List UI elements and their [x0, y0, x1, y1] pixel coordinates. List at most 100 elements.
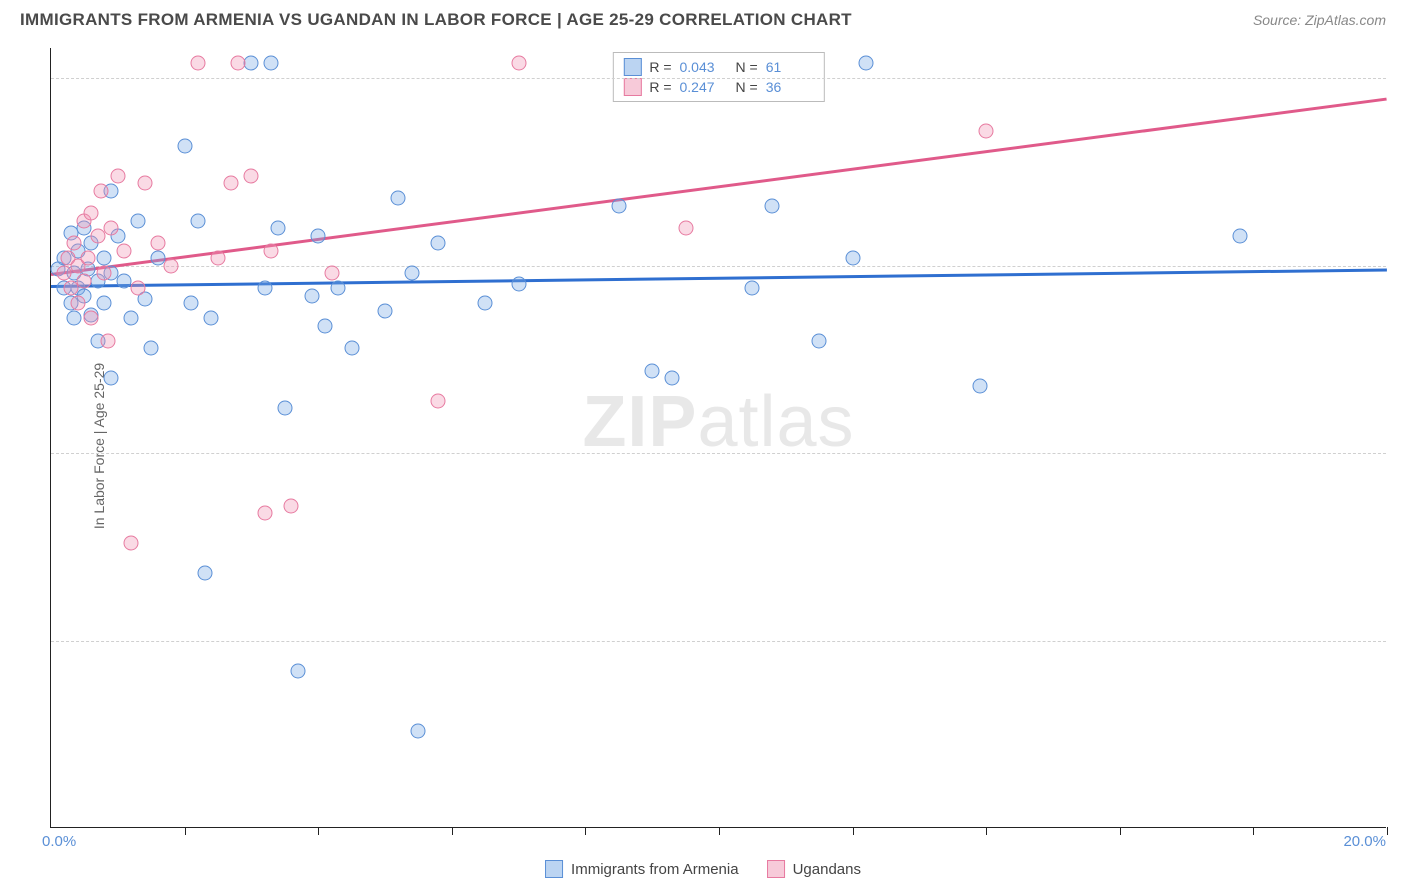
data-point [137, 176, 152, 191]
data-point [100, 333, 115, 348]
watermark: ZIPatlas [582, 381, 854, 463]
data-point [130, 281, 145, 296]
data-point [124, 311, 139, 326]
data-point [277, 401, 292, 416]
swatch-series-1 [623, 58, 641, 76]
data-point [972, 378, 987, 393]
data-point [197, 566, 212, 581]
x-tick [185, 827, 186, 835]
y-tick-label: 100.0% [1396, 70, 1406, 86]
x-tick [1387, 827, 1388, 835]
data-point [150, 236, 165, 251]
x-tick [1120, 827, 1121, 835]
data-point [104, 371, 119, 386]
data-point [177, 138, 192, 153]
stats-row-series-1: R = 0.043 N = 61 [623, 57, 813, 77]
trend-line-s1 [51, 269, 1387, 288]
data-point [678, 221, 693, 236]
data-point [231, 56, 246, 71]
gridline [51, 641, 1386, 642]
n-value-series-1: 61 [766, 59, 814, 75]
data-point [404, 266, 419, 281]
data-point [665, 371, 680, 386]
swatch-icon [545, 860, 563, 878]
series-legend: Immigrants from Armenia Ugandans [545, 860, 861, 878]
data-point [190, 56, 205, 71]
x-tick [585, 827, 586, 835]
data-point [110, 168, 125, 183]
x-tick [318, 827, 319, 835]
data-point [845, 251, 860, 266]
data-point [184, 296, 199, 311]
data-point [511, 56, 526, 71]
data-point [264, 243, 279, 258]
data-point [124, 536, 139, 551]
stats-legend: R = 0.043 N = 61 R = 0.247 N = 36 [612, 52, 824, 102]
data-point [97, 266, 112, 281]
data-point [304, 288, 319, 303]
x-axis-min-label: 0.0% [42, 833, 76, 850]
data-point [164, 258, 179, 273]
data-point [84, 206, 99, 221]
stats-row-series-2: R = 0.247 N = 36 [623, 77, 813, 97]
data-point [67, 236, 82, 251]
y-tick-label: 62.5% [1396, 633, 1406, 649]
data-point [94, 183, 109, 198]
data-point [204, 311, 219, 326]
legend-item-series-2: Ugandans [767, 860, 861, 878]
data-point [284, 498, 299, 513]
data-point [97, 296, 112, 311]
data-point [80, 251, 95, 266]
legend-item-series-1: Immigrants from Armenia [545, 860, 739, 878]
x-tick [853, 827, 854, 835]
data-point [144, 341, 159, 356]
data-point [431, 393, 446, 408]
data-point [645, 363, 660, 378]
gridline [51, 78, 1386, 79]
data-point [511, 276, 526, 291]
data-point [257, 281, 272, 296]
x-tick [986, 827, 987, 835]
r-value-series-1: 0.043 [680, 59, 728, 75]
gridline [51, 453, 1386, 454]
data-point [130, 213, 145, 228]
data-point [97, 251, 112, 266]
data-point [244, 168, 259, 183]
data-point [271, 221, 286, 236]
x-tick [452, 827, 453, 835]
data-point [431, 236, 446, 251]
data-point [611, 198, 626, 213]
data-point [311, 228, 326, 243]
source-attribution: Source: ZipAtlas.com [1253, 12, 1386, 28]
data-point [104, 221, 119, 236]
trend-line-s2 [51, 98, 1387, 276]
x-axis-max-label: 20.0% [1343, 833, 1386, 850]
data-point [84, 311, 99, 326]
swatch-series-2 [623, 78, 641, 96]
data-point [812, 333, 827, 348]
data-point [858, 56, 873, 71]
data-point [411, 723, 426, 738]
data-point [211, 251, 226, 266]
data-point [478, 296, 493, 311]
x-tick [719, 827, 720, 835]
data-point [67, 311, 82, 326]
chart-title: IMMIGRANTS FROM ARMENIA VS UGANDAN IN LA… [20, 10, 852, 30]
data-point [117, 243, 132, 258]
data-point [70, 296, 85, 311]
data-point [765, 198, 780, 213]
y-tick-label: 87.5% [1396, 258, 1406, 274]
data-point [979, 123, 994, 138]
data-point [77, 273, 92, 288]
data-point [324, 266, 339, 281]
data-point [264, 56, 279, 71]
data-point [317, 318, 332, 333]
swatch-icon [767, 860, 785, 878]
y-tick-label: 75.0% [1396, 445, 1406, 461]
gridline [51, 266, 1386, 267]
data-point [224, 176, 239, 191]
data-point [344, 341, 359, 356]
data-point [257, 506, 272, 521]
data-point [378, 303, 393, 318]
data-point [1233, 228, 1248, 243]
